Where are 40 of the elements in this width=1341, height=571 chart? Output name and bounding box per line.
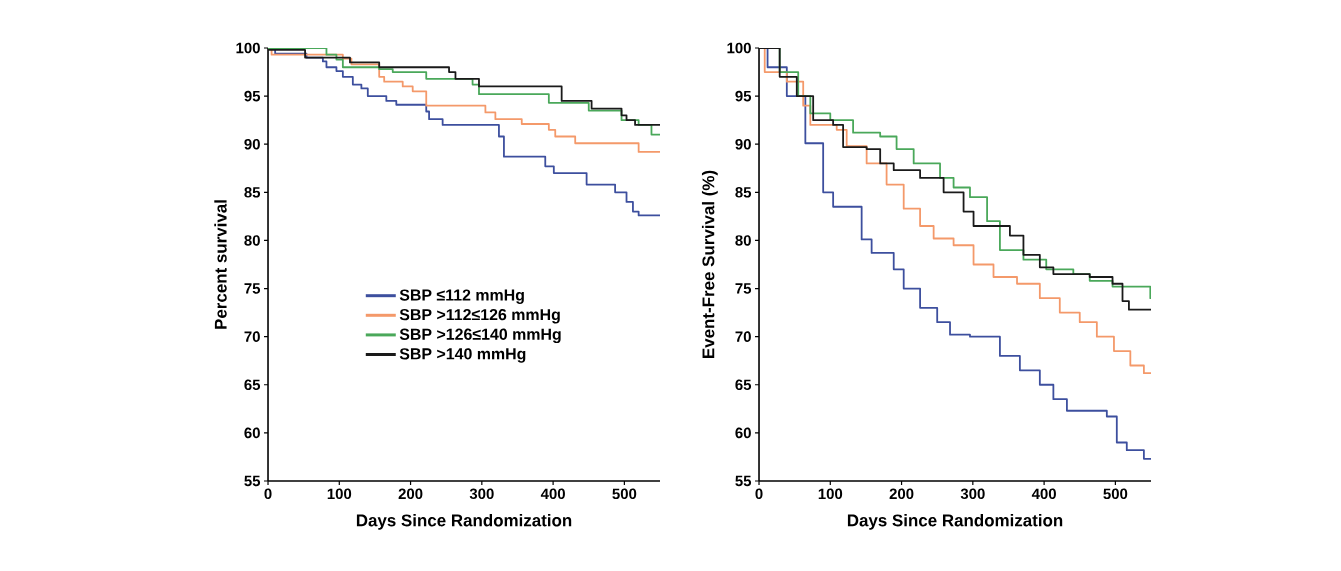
y-tick-label: 60: [735, 427, 751, 439]
y-tick-label: 100: [727, 42, 751, 54]
legend-label: SBP >112≤126 mmHg: [399, 308, 560, 324]
x-axis-title: Days Since Randomization: [356, 513, 572, 530]
y-tick-label: 90: [735, 138, 751, 150]
y-tick-label: 75: [735, 283, 752, 294]
y-tick-label: 95: [735, 90, 752, 102]
x-tick-label: 400: [1031, 488, 1056, 500]
legend-label: SBP ≤112 mmHg: [399, 289, 524, 304]
x-tick-label: 300: [960, 488, 985, 500]
x-axis-title: Days Since Randomization: [847, 513, 1063, 530]
x-tick-label: 200: [398, 488, 423, 500]
y-tick-label: 55: [244, 475, 261, 487]
y-tick-label: 70: [735, 331, 751, 342]
x-tick-label: 0: [264, 488, 272, 500]
x-tick-label: 200: [889, 488, 914, 500]
y-tick-label: 95: [244, 90, 261, 102]
y-tick-label: 55: [735, 475, 752, 487]
legend-label: SBP >140 mmHg: [399, 348, 526, 363]
y-tick-label: 60: [244, 427, 260, 439]
x-tick-label: 100: [818, 488, 843, 500]
y-tick-label: 100: [236, 42, 260, 54]
x-tick-label: 0: [755, 488, 763, 500]
y-tick-label: 70: [244, 331, 260, 342]
y-axis-title: Event-Free Survival (%): [701, 170, 718, 358]
y-axis-title: Percent survival: [214, 200, 227, 329]
x-tick-label: 500: [612, 488, 637, 500]
y-tick-label: 90: [244, 138, 260, 150]
legend-label: SBP >126≤140 mmHg: [399, 328, 561, 344]
y-tick-label: 75: [244, 283, 261, 294]
y-tick-label: 65: [244, 379, 261, 391]
x-tick-label: 300: [469, 488, 494, 500]
x-tick-label: 500: [1103, 488, 1128, 500]
x-tick-label: 100: [327, 488, 352, 500]
y-tick-label: 80: [735, 235, 751, 246]
y-tick-label: 80: [244, 235, 260, 246]
x-tick-label: 400: [540, 488, 565, 500]
y-tick-label: 85: [735, 187, 752, 198]
y-tick-label: 85: [244, 187, 261, 198]
y-tick-label: 65: [735, 379, 752, 391]
